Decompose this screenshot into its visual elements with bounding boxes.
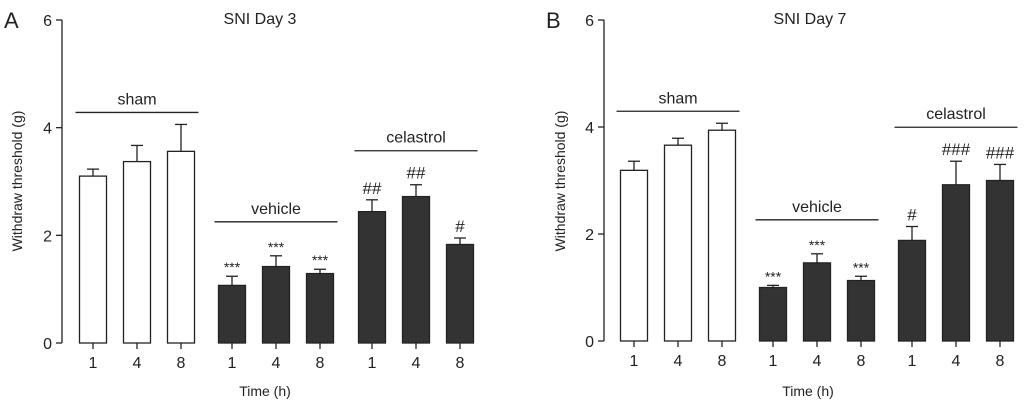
bar [122,160,152,344]
group-label: sham [117,91,156,108]
x-axis-label: Time (h) [239,383,291,399]
bar [941,184,971,342]
bar [619,169,649,342]
significance-label: *** [809,237,826,253]
group-label: celastrol [926,106,986,123]
significance-label: *** [224,259,241,275]
x-axis-label: Time (h) [782,383,834,399]
significance-label: *** [853,259,870,275]
x-tick-label: 1 [769,353,778,370]
x-tick-label: 8 [996,353,1005,370]
x-tick-label: 1 [228,355,237,372]
chart-title: SNI Day 7 [774,11,847,28]
group-label: sham [658,90,697,107]
bar [401,195,431,344]
y-tick-label: 2 [43,228,52,245]
significance-label: *** [312,252,329,268]
x-tick-label: 8 [177,355,186,372]
x-tick-label: 1 [630,353,639,370]
x-tick-label: 8 [857,353,866,370]
group-label: vehicle [251,201,301,218]
x-tick-label: 1 [908,353,917,370]
bar [166,150,196,344]
y-tick-label: 2 [585,227,594,244]
group-label: celastrol [386,130,446,147]
significance-label: ### [942,140,971,159]
group-label: vehicle [792,199,842,216]
bar [217,284,247,344]
x-tick-label: 1 [89,355,98,372]
bar [802,262,832,342]
significance-label: ### [986,143,1015,162]
bar [846,279,876,342]
x-tick-label: 8 [718,353,727,370]
bar [707,129,737,342]
x-tick-label: 4 [952,353,961,370]
x-tick-label: 4 [674,353,683,370]
y-axis-label: Withdraw threshold (g) [552,111,568,252]
x-tick-label: 8 [456,355,465,372]
significance-label: ## [407,164,426,183]
y-axis-label: Withdraw threshold (g) [9,111,25,252]
x-tick-label: 8 [316,355,325,372]
x-tick-label: 1 [368,355,377,372]
x-tick-label: 4 [813,353,822,370]
y-tick-label: 4 [585,120,594,137]
bar [985,179,1015,342]
bar [78,175,108,344]
y-tick-label: 0 [43,336,52,353]
y-tick-label: 4 [43,121,52,138]
bar [357,210,387,344]
bar [305,272,335,344]
x-tick-label: 4 [133,355,142,372]
y-tick-label: 0 [585,334,594,351]
significance-label: # [455,217,465,236]
panel-b: B SNI Day 7 Time (h) Withdraw threshold … [546,8,1018,399]
significance-label: *** [268,239,285,255]
bar [663,144,693,342]
chart-marks: 0 2 4 6 1 4 8 sham 1 *** 4 *** 8 *** vehicle 1 ## 4 ## 8 # ce… [43,13,478,372]
panel-letter: B [546,8,561,33]
significance-label: *** [765,268,782,284]
x-tick-label: 4 [272,355,281,372]
panel-a: A SNI Day 3 Time (h) Withdraw threshold … [4,8,478,399]
significance-label: ## [363,179,382,198]
bar [758,286,788,342]
chart-title: SNI Day 3 [224,11,297,28]
y-tick-label: 6 [43,13,52,30]
chart-marks: 0 2 4 6 1 4 8 sham 1 *** 4 *** 8 *** vehicle 1 #4 ### 8 ###… [585,13,1018,370]
y-tick-label: 6 [585,13,594,30]
bar [445,243,475,344]
panel-letter: A [4,8,19,33]
significance-label: # [907,206,917,225]
bar [261,265,291,344]
bar [897,239,927,342]
x-tick-label: 4 [412,355,421,372]
